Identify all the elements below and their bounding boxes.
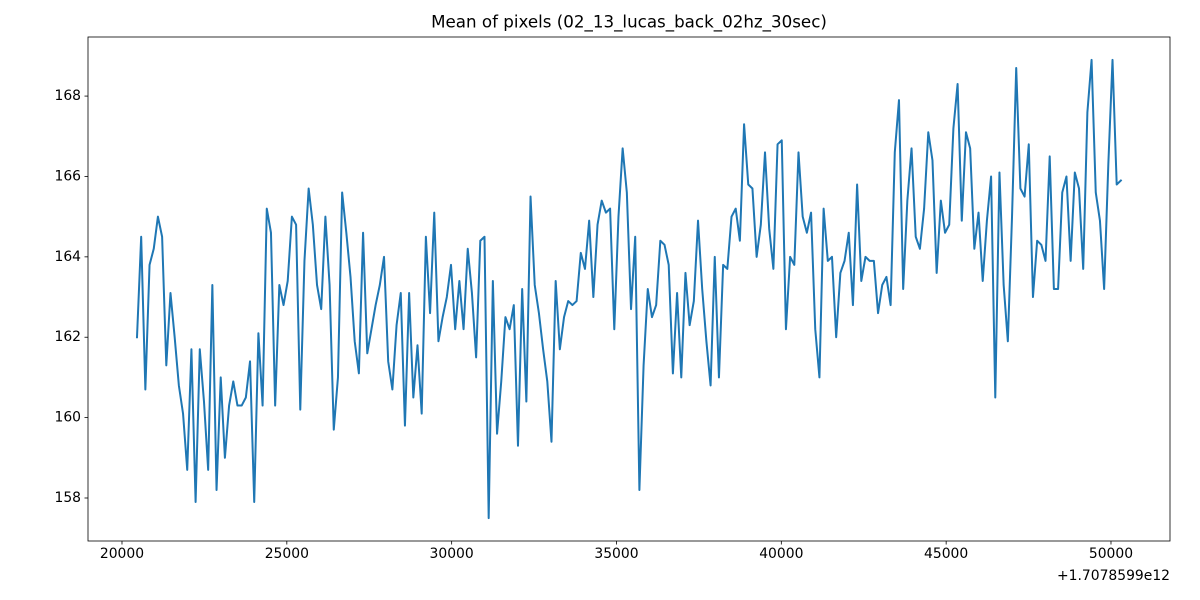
x-tick-label: 30000 bbox=[430, 546, 474, 562]
y-tick-label: 160 bbox=[54, 410, 81, 426]
x-tick-label: 45000 bbox=[924, 546, 968, 562]
x-tick-label: 40000 bbox=[759, 546, 803, 562]
x-tick-label: 20000 bbox=[100, 546, 144, 562]
y-tick-label: 168 bbox=[54, 88, 81, 104]
chart-title: Mean of pixels (02_13_lucas_back_02hz_30… bbox=[431, 12, 827, 33]
data-line bbox=[135, 58, 1123, 520]
x-offset-text: +1.7078599e12 bbox=[1057, 568, 1170, 584]
y-tick-label: 162 bbox=[54, 329, 81, 345]
y-tick-label: 166 bbox=[54, 168, 81, 184]
y-tick-label: 158 bbox=[54, 490, 81, 506]
y-tick-label: 164 bbox=[54, 249, 81, 265]
x-tick-label: 50000 bbox=[1089, 546, 1133, 562]
plot-frame bbox=[87, 36, 1171, 542]
x-tick-label: 25000 bbox=[265, 546, 309, 562]
x-tick-label: 35000 bbox=[594, 546, 638, 562]
